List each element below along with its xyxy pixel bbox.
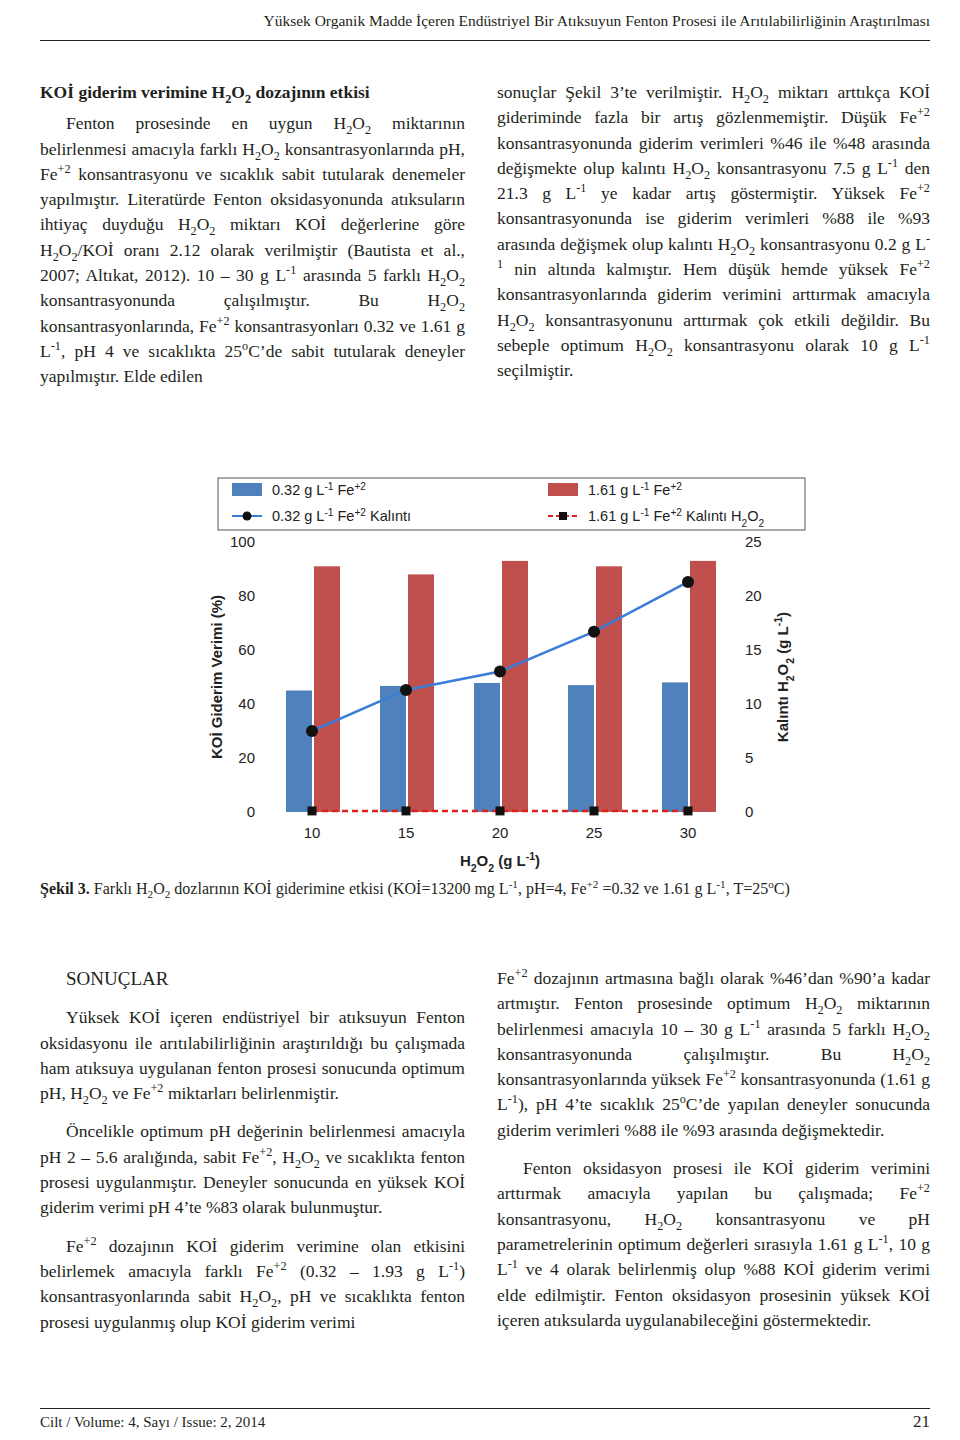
bar xyxy=(314,566,340,812)
legend-box xyxy=(218,478,805,530)
y2-tick xyxy=(735,542,738,543)
legend-label: 0.32 g L-1 Fe+2 xyxy=(272,481,366,499)
y2-tick-label: 25 xyxy=(745,533,762,550)
conclusions-left: SONUÇLAR Yüksek KOİ içeren endüstriyel bi… xyxy=(40,966,465,1348)
line xyxy=(312,582,688,731)
y2-tick-label: 15 xyxy=(745,641,762,658)
y-tick-label: 20 xyxy=(238,749,255,766)
section-heading: KOİ giderim verimine H2O2 dozajının etki… xyxy=(40,80,465,105)
legend-swatch xyxy=(232,483,262,496)
bar xyxy=(380,686,406,812)
paragraph: Fenton oksidasyon prosesi ile KOİ gideri… xyxy=(497,1156,930,1333)
paragraph: Fenton prosesinde en uygun H2O2 miktarın… xyxy=(40,111,465,389)
y-axis-title: KOİ Giderim Verimi (%) xyxy=(208,595,225,759)
y-tick xyxy=(262,542,265,543)
x-tick-label: 15 xyxy=(398,824,415,841)
y2-tick-label: 5 xyxy=(745,749,753,766)
marker xyxy=(590,806,599,815)
plot-marks xyxy=(286,561,716,816)
y-tick xyxy=(262,650,265,651)
x-axis-title: H2O2 (g L-1) xyxy=(460,850,540,874)
y-tick xyxy=(262,704,265,705)
y2-tick-label: 20 xyxy=(745,587,762,604)
marker xyxy=(684,806,693,815)
y2-tick-label: 10 xyxy=(745,695,762,712)
right-column: sonuçlar Şekil 3’te verilmiştir. H2O2 mi… xyxy=(497,80,930,384)
paragraph: sonuçlar Şekil 3’te verilmiştir. H2O2 mi… xyxy=(497,80,930,384)
y2-tick xyxy=(735,758,738,759)
y-tick-label: 0 xyxy=(247,803,255,820)
y-tick-label: 100 xyxy=(230,533,255,550)
marker xyxy=(494,666,506,678)
y2-tick xyxy=(735,596,738,597)
legend-label: 0.32 g L-1 Fe+2 Kalıntı xyxy=(272,507,411,525)
x-tick-label: 20 xyxy=(492,824,509,841)
marker xyxy=(306,725,318,737)
section-heading: SONUÇLAR xyxy=(40,966,465,991)
chart: 0.32 g L-1 Fe+2 1.61 g L-1 Fe+2 0.32 g L-1… xyxy=(0,460,960,880)
y2-tick-label: 0 xyxy=(745,803,753,820)
page-number: 21 xyxy=(913,1412,930,1432)
marker xyxy=(588,626,600,638)
caption-label: Şekil 3. xyxy=(40,880,90,897)
y-tick xyxy=(262,758,265,759)
x-tick-label: 25 xyxy=(586,824,603,841)
left-column: KOİ giderim verimine H2O2 dozajının etki… xyxy=(40,80,465,390)
running-title: Yüksek Organik Madde İçeren Endüstriyel … xyxy=(263,12,930,30)
paragraph: Fe+2 dozajının KOİ giderim verimine olan… xyxy=(40,1234,465,1335)
bar xyxy=(408,574,434,812)
paragraph: Fe+2 dozajının artmasına bağlı olarak %4… xyxy=(497,966,930,1143)
bar xyxy=(690,561,716,812)
footer-volume: Cilt / Volume: 4, Sayı / Issue: 2, 2014 xyxy=(40,1414,265,1431)
y-tick xyxy=(262,596,265,597)
y-tick-label: 80 xyxy=(238,587,255,604)
marker xyxy=(402,806,411,815)
caption-text: Farklı H2O2 dozlarının KOİ giderimine et… xyxy=(94,880,790,897)
y-tick-label: 60 xyxy=(238,641,255,658)
x-tick-label: 10 xyxy=(304,824,321,841)
y2-axis-title: Kalıntı H2O2 (g L-1) xyxy=(772,612,796,742)
y-tick-label: 40 xyxy=(238,695,255,712)
marker xyxy=(682,576,694,588)
legend-swatch xyxy=(548,483,578,496)
y2-tick xyxy=(735,704,738,705)
marker xyxy=(308,806,317,815)
bar xyxy=(568,685,594,812)
paragraph: Yüksek KOİ içeren endüstriyel bir atıksu… xyxy=(40,1005,465,1106)
legend-marker xyxy=(559,512,567,520)
y2-tick xyxy=(735,650,738,651)
bar xyxy=(502,561,528,812)
legend-marker xyxy=(243,512,252,521)
footer-rule xyxy=(40,1408,930,1409)
paragraph: Öncelikle optimum pH değerinin belirlenm… xyxy=(40,1119,465,1220)
y-tick xyxy=(262,812,265,813)
legend-label: 1.61 g L-1 Fe+2 Kalıntı H2O2 xyxy=(588,507,765,529)
bar xyxy=(474,683,500,812)
marker xyxy=(400,684,412,696)
bar xyxy=(596,566,622,812)
conclusions-right: Fe+2 dozajının artmasına bağlı olarak %4… xyxy=(497,966,930,1346)
bar xyxy=(286,691,312,813)
bar xyxy=(662,682,688,812)
legend-label: 1.61 g L-1 Fe+2 xyxy=(588,481,682,499)
caption: Şekil 3. Farklı H2O2 dozlarının KOİ gide… xyxy=(40,878,930,900)
marker xyxy=(496,806,505,815)
x-tick-label: 30 xyxy=(680,824,697,841)
header-rule xyxy=(40,40,930,41)
y2-tick xyxy=(735,812,738,813)
